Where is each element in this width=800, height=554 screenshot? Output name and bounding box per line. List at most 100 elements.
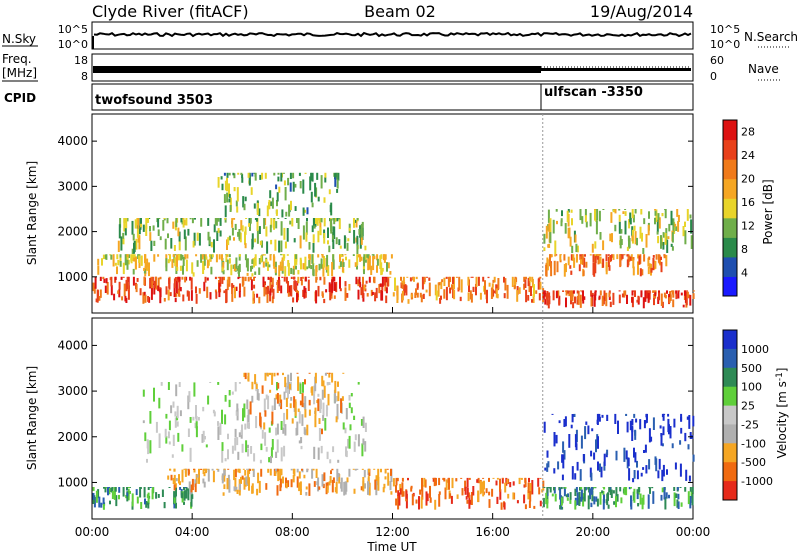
power-cell [244,276,247,282]
power-cell [294,254,297,266]
power-cell [259,240,262,246]
power-cell [312,269,315,277]
power-cell [365,280,368,284]
velocity-cell [268,427,271,433]
velocity-cell [184,487,187,488]
power-cell [396,285,399,300]
power-cell [253,203,256,209]
velocity-cell [567,493,569,498]
power-cell [131,248,134,254]
power-cell [333,276,336,282]
power-cell [325,269,328,273]
velocity-cell [238,432,241,438]
power-cell [137,218,140,229]
velocity-cell [340,398,343,413]
power-cell [671,232,674,243]
velocity-cell [551,413,554,415]
power-cell [305,232,308,242]
power-cell [173,278,176,289]
power-cell [322,264,325,277]
power-cell [191,262,194,274]
velocity-cell [327,393,330,406]
velocity-cell [435,477,437,486]
power-cell [256,218,259,227]
freq-panel-frame [91,53,694,82]
power-cell [269,281,272,296]
power-cell [275,221,278,229]
power-cell [357,289,360,300]
velocity-cell [662,413,665,421]
power-cell [182,294,185,302]
power-cell [364,245,367,251]
power-cell [203,254,205,258]
power-cell [226,254,229,257]
power-cell [344,287,347,301]
power-cell [273,172,276,176]
power-cell [269,254,272,261]
velocity-cell [477,490,480,502]
power-cell [374,292,377,302]
velocity-cell [269,468,272,476]
power-cell [309,176,312,191]
velocity-cell [664,497,667,510]
power-cell [385,287,388,294]
power-cell [219,230,222,237]
freq-band-trace [93,66,541,73]
velocity-cell [623,487,626,495]
power-cell [136,278,139,282]
velocity-cell [397,490,400,496]
power-cell [287,292,290,297]
power-cell [447,276,450,288]
power-cell [248,223,251,227]
power-cell [236,206,239,213]
power-cell [304,256,307,271]
velocity-cell [184,468,187,477]
power-cell [262,261,265,268]
velocity-colorbar-tick: 25 [741,400,755,413]
power-cell [223,290,226,294]
velocity-cell [195,474,198,484]
velocity-cell [292,468,295,474]
velocity-cell [337,381,339,387]
velocity-cell [298,411,301,424]
velocity-cell [239,483,241,491]
power-cell [126,258,129,270]
velocity-cell [219,422,222,435]
power-cell [423,281,426,285]
power-cell [345,256,347,261]
power-cell [639,226,642,239]
power-cell [224,218,227,223]
velocity-cell [477,477,480,484]
velocity-cell [193,382,196,397]
power-cell [634,290,636,297]
power-cell [670,243,673,247]
power-cell [265,286,268,295]
power-cell [359,282,362,288]
power-cell [117,259,120,266]
power-cell [217,276,220,279]
velocity-cell [319,398,322,413]
power-cell [263,218,266,229]
power-cell [318,263,321,271]
power-cell [276,192,279,202]
power-cell [206,286,209,298]
velocity-cell [506,478,509,484]
velocity-cell [289,403,292,409]
velocity-cell [170,474,173,481]
velocity-cell [444,487,447,500]
velocity-cell [660,494,663,501]
velocity-colorbar-swatch [723,443,737,463]
power-cell [596,209,599,221]
power-cell [286,254,289,256]
power-cell [669,291,672,296]
power-cell [285,276,288,284]
velocity-cell [601,490,604,494]
power-cell [654,217,656,225]
power-cell [174,277,177,281]
velocity-cell [313,446,316,459]
velocity-cell [175,487,177,497]
velocity-cell [275,394,278,400]
power-cell [196,232,199,241]
velocity-cell [492,477,495,479]
